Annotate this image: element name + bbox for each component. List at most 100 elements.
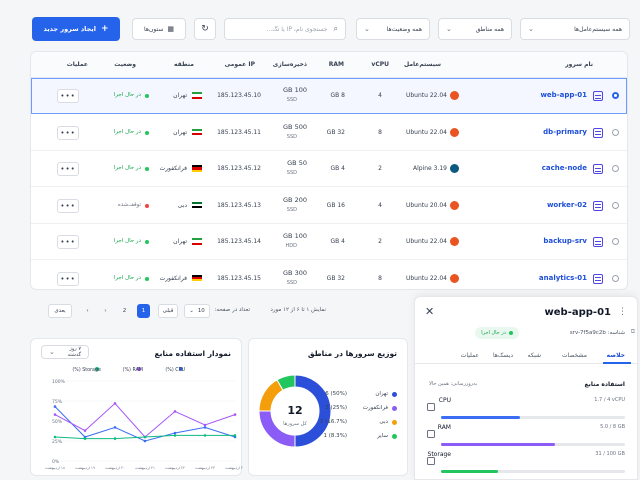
data-point[interactable] [83,429,87,432]
header-vcpu[interactable]: vCPU [371,61,389,68]
usage-title: نمودار استفاده منابع [154,349,231,358]
range-select[interactable]: ۷ روز گذشته ⌄ [41,345,89,359]
data-point[interactable] [143,439,147,443]
prev-page-button[interactable]: قبلی [158,304,178,318]
data-point[interactable] [233,413,237,416]
next-page-button[interactable]: بعدی [48,304,72,318]
server-name[interactable]: backup-srv [543,237,587,245]
detail-tab[interactable]: دیسک‌ها [492,352,513,359]
server-storage-type: SSD [286,97,297,103]
os-filter-select[interactable]: همه سیستم‌عامل‌ها ⌄ [520,18,630,40]
data-point[interactable] [113,402,117,405]
data-point[interactable] [203,434,207,437]
server-storage-type: SSD [286,133,297,140]
table-row[interactable]: worker-02 Ubuntu 20.04 4 16 GB 200 GB SS… [31,188,627,224]
refresh-icon: ↻ [201,24,209,34]
data-point[interactable] [113,426,117,429]
server-name[interactable]: cache-node [541,164,587,172]
close-icon[interactable]: ✕ [425,305,435,318]
region-filter-select[interactable]: همه مناطق ⌄ [438,18,512,40]
detail-tab[interactable]: شبکه [527,352,541,359]
resource-value: 31 / 100 GB [595,451,625,457]
chevron-down-icon: ⌄ [528,25,534,33]
data-point[interactable] [203,423,207,427]
region-filter-label: همه مناطق [475,25,504,33]
table-row[interactable]: backup-srv Ubuntu 22.04 2 4 GB 100 GB HD… [31,224,627,260]
chevron-right-icon[interactable]: › [86,308,89,314]
row-radio[interactable] [612,128,619,136]
table-row[interactable]: analytics-01 Ubuntu 22.04 8 32 GB 300 GB… [31,261,627,290]
server-ram: 32 GB [326,274,345,282]
per-page-value: 10 [197,308,205,314]
server-region: تهران [173,238,187,245]
data-point[interactable] [53,413,57,416]
row-radio[interactable] [612,92,619,99]
columns-button[interactable]: ▦ ستون‌ها [132,18,186,40]
server-storage-type: HDD [285,243,297,249]
row-actions-button[interactable]: ••• [57,271,79,286]
data-point[interactable] [143,435,147,439]
server-name[interactable]: worker-02 [546,200,587,209]
row-actions-button[interactable]: ••• [57,162,79,176]
memory-icon [427,430,435,438]
detail-tab[interactable]: عملیات [460,352,479,359]
active-tab-indicator [603,362,631,364]
header-region[interactable]: منطقه [174,61,194,68]
legend-swatch [392,406,397,411]
server-ip: 185.123.45.13 [217,201,261,209]
page-button-2[interactable]: 2 [118,304,131,318]
row-actions-button[interactable]: ••• [57,125,79,140]
detail-tab[interactable]: خلاصه [606,352,625,359]
table-row[interactable]: cache-node Alpine 3.19 2 4 GB 50 GB SSD … [31,151,627,187]
server-status: در حال اجرا [113,274,141,281]
more-vertical-icon[interactable]: ⋮ [618,307,627,317]
y-tick-label: 0% [52,459,60,465]
tabs-divider [415,363,637,364]
header-ip[interactable]: IP عمومی [224,61,255,68]
server-name[interactable]: db-primary [543,127,587,136]
row-radio[interactable] [612,238,619,245]
header-storage[interactable]: ذخیره‌سازی [272,61,307,68]
server-name[interactable]: web-app-01 [540,91,587,99]
row-actions-button[interactable]: ••• [57,235,79,249]
header-ram[interactable]: RAM [328,61,344,68]
resource-bar [441,416,625,419]
page-button-1[interactable]: 1 [137,304,150,318]
data-point[interactable] [173,431,177,435]
os-logo-icon [450,164,459,173]
data-point[interactable] [83,437,87,440]
server-name[interactable]: analytics-01 [538,273,587,282]
copy-icon[interactable]: ⧉ [630,328,635,335]
create-server-button[interactable]: + ایجاد سرور جدید [32,17,120,41]
header-actions: عملیات [66,61,88,68]
data-point[interactable] [233,434,237,437]
header-name[interactable]: نام سرور [565,61,593,68]
data-point[interactable] [173,410,177,413]
data-point[interactable] [203,426,207,429]
status-dot [145,167,149,171]
row-radio[interactable] [612,201,619,209]
data-point[interactable] [113,437,117,440]
chevron-down-icon: ⌄ [189,308,194,314]
chevron-left-icon[interactable]: ‹ [104,308,107,314]
table-row[interactable]: web-app-01 Ubuntu 22.04 4 8 GB 100 GB SS… [31,78,627,114]
row-radio[interactable] [612,165,619,172]
detail-tab[interactable]: مشخصات [561,352,587,359]
donut-slice[interactable] [276,374,296,391]
row-actions-button[interactable]: ••• [57,89,79,103]
header-os[interactable]: سیستم‌عامل [403,61,441,68]
create-server-label: ایجاد سرور جدید [43,25,96,33]
refresh-button[interactable]: ↻ [194,18,216,40]
header-status[interactable]: وضعیت [114,61,136,68]
prev-label: قبلی [162,308,174,314]
data-point[interactable] [53,435,57,439]
server-region: دبی [177,201,187,209]
data-point[interactable] [53,405,57,408]
table-row[interactable]: db-primary Ubuntu 22.04 8 32 GB 500 GB S… [31,115,627,151]
per-page-select[interactable]: 10 ⌄ [184,304,210,318]
row-actions-button[interactable]: ••• [57,198,79,213]
search-input[interactable]: ⌕ جستجوی نام، IP یا تگ... [224,18,346,40]
status-filter-select[interactable]: همه وضعیت‌ها ⌄ [356,18,430,40]
data-point[interactable] [173,434,177,437]
row-radio[interactable] [612,274,619,282]
